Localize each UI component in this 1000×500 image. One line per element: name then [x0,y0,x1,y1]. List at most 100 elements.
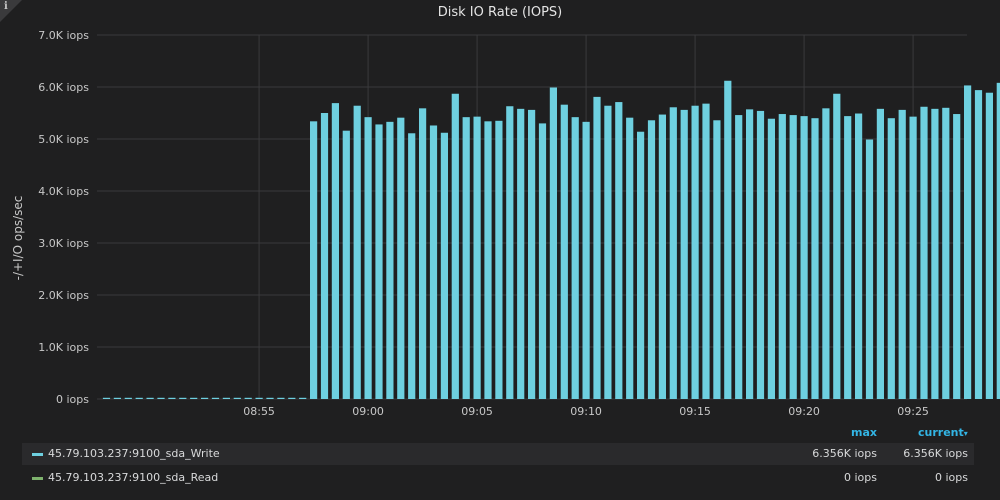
y-axis-label: -/+I/O ops/sec [11,196,25,281]
bar-write [408,133,416,399]
bar-write [680,109,688,399]
bar-write [288,397,296,399]
legend-max-value: 6.356K iops [812,447,877,460]
bar-write [429,125,438,399]
bar-write [353,105,361,399]
bar-write [375,124,383,399]
bar-write [789,115,797,399]
bar-write [865,139,874,399]
x-tick-label: 09:10 [570,405,602,418]
y-tick-label: 7.0K iops [38,29,89,42]
chart-area: 0 iops 1.0K iops 2.0K iops 3.0K iops 4.0K io… [11,29,1000,418]
bar-write [571,117,579,399]
bar-write [920,106,928,399]
bar-write [909,116,917,399]
bar-write [517,108,525,399]
x-tick-label: 08:55 [243,405,275,418]
legend-series-name[interactable]: 45.79.103.237:9100_sda_Write [48,447,220,460]
bar-write [604,105,612,399]
grid-lines [97,34,967,400]
bar-write [342,130,350,399]
legend-header-max[interactable]: max [851,426,877,439]
bar-write [538,123,547,400]
bar-write [299,397,307,399]
bar-write [898,109,906,399]
bar-write [201,397,209,399]
bar-write [996,82,1000,399]
bar-write [310,121,318,399]
bar-write [647,120,656,399]
bar-write [124,397,132,399]
bar-write [386,121,394,399]
legend-current-value: 6.356K iops [903,447,968,460]
bar-write [942,107,950,400]
bar-write [985,92,993,399]
bar-write [626,117,634,400]
series-color-swatch[interactable] [32,477,43,480]
bar-write [484,121,492,399]
bar-write [833,93,841,399]
bar-write [549,87,557,400]
bar-write [778,114,786,399]
bars-write [102,80,1000,400]
bar-write [277,397,285,399]
y-tick-label: 2.0K iops [38,289,89,302]
x-tick-label: 09:15 [679,405,711,418]
bar-write [113,397,121,399]
bar-write [419,108,427,399]
bar-write [756,110,765,400]
bar-write [222,397,230,399]
y-tick-label: 1.0K iops [38,341,89,354]
y-tick-label: 5.0K iops [38,133,89,146]
bar-write [593,96,601,399]
bar-write [255,397,263,399]
bar-write [266,397,274,399]
bar-write [473,116,481,399]
bar-write [658,114,666,399]
bar-write [168,397,176,399]
bar-write [244,397,252,399]
y-tick-label: 3.0K iops [38,237,89,250]
panel-corner[interactable] [0,0,22,22]
bar-write [495,120,503,400]
bar-write [211,397,220,399]
series-color-swatch[interactable] [32,453,43,456]
bar-write [451,93,459,399]
legend-row-read[interactable]: 45.79.103.237:9100_sda_Read 0 iops 0 iop… [22,467,974,489]
y-axis: 0 iops 1.0K iops 2.0K iops 3.0K iops 4.0K io… [38,29,89,406]
bar-write [179,397,187,399]
bar-write [713,120,721,399]
x-tick-label: 09:05 [461,405,493,418]
y-tick-label: 4.0K iops [38,185,89,198]
bar-write [974,90,983,400]
bar-write [233,397,241,399]
bar-write [146,397,154,399]
bar-write [811,118,819,399]
bar-write [800,116,808,400]
y-tick-label: 6.0K iops [38,81,89,94]
bar-write [157,397,165,399]
panel-title[interactable]: Disk IO Rate (IOPS) [437,5,563,20]
bar-write [397,117,405,400]
bar-write [462,117,470,399]
bar-write [582,121,590,399]
bar-write [440,132,448,399]
x-tick-label: 09:00 [352,405,384,418]
bar-write [506,106,514,400]
sort-desc-icon: ▾ [963,429,968,438]
bar-write [844,116,852,400]
legend-max-value: 0 iops [844,471,877,484]
x-tick-label: 09:25 [897,405,929,418]
bar-write [724,80,732,399]
bar-write [876,108,884,399]
legend-header-current[interactable]: current▾ [918,426,968,439]
info-icon[interactable]: i [4,1,8,12]
bar-write [702,103,710,399]
legend-series-name[interactable]: 45.79.103.237:9100_sda_Read [48,471,219,484]
bar-write [135,397,143,399]
bar-write [320,113,329,399]
legend-row-write[interactable]: 45.79.103.237:9100_sda_Write 6.356K iops… [22,443,974,465]
bar-write [767,118,775,399]
bar-write [190,397,198,399]
bar-write [822,108,830,399]
